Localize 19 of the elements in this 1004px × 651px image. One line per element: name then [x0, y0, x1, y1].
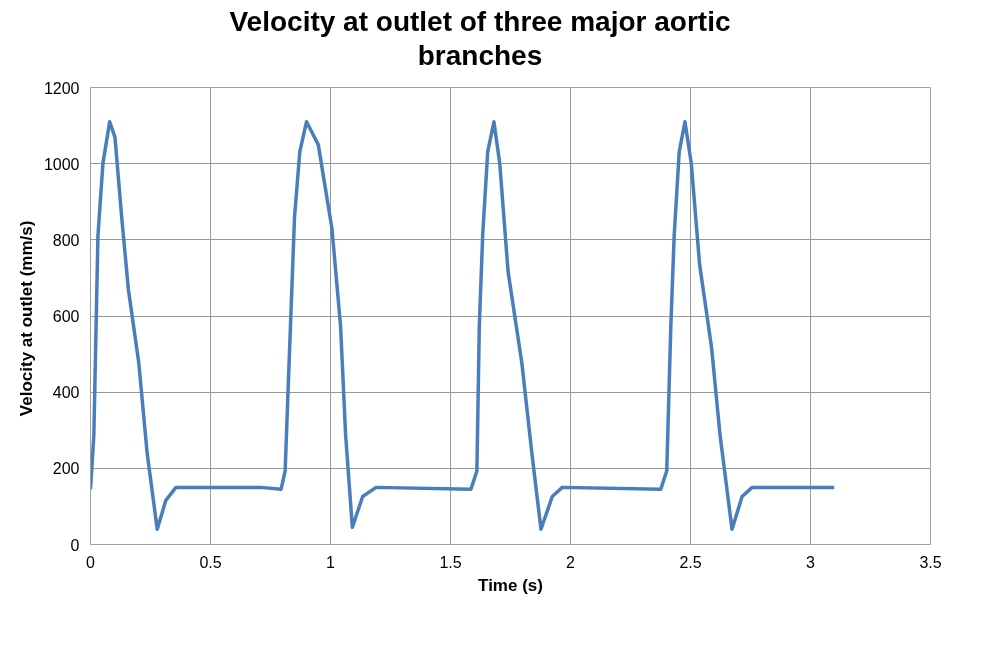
y-tick-label: 1200	[43, 79, 80, 97]
x-tick-label: 2	[566, 553, 576, 571]
x-tick-label: 3.5	[919, 553, 942, 571]
y-tick-label: 600	[52, 308, 80, 326]
y-tick-label: 1000	[43, 155, 80, 173]
chart-title: Velocity at outlet of three major aortic branches	[228, 5, 732, 73]
line-series	[90, 120, 837, 532]
y-tick-label: 0	[70, 536, 80, 554]
x-tick-label: 3	[806, 553, 816, 571]
y-tick-label: 200	[52, 460, 80, 478]
y-tick-label: 800	[52, 232, 80, 250]
x-tick-label: 1	[326, 553, 336, 571]
y-tick-label: 400	[52, 384, 80, 402]
x-axis-title: Time (s)	[478, 575, 543, 595]
x-tick-label: 2.5	[679, 553, 702, 571]
x-tick-label: 0	[86, 553, 96, 571]
x-tick-label: 0.5	[199, 553, 222, 571]
y-axis-title: Velocity at outlet (mm/s)	[16, 220, 36, 417]
x-tick-label: 1.5	[439, 553, 462, 571]
